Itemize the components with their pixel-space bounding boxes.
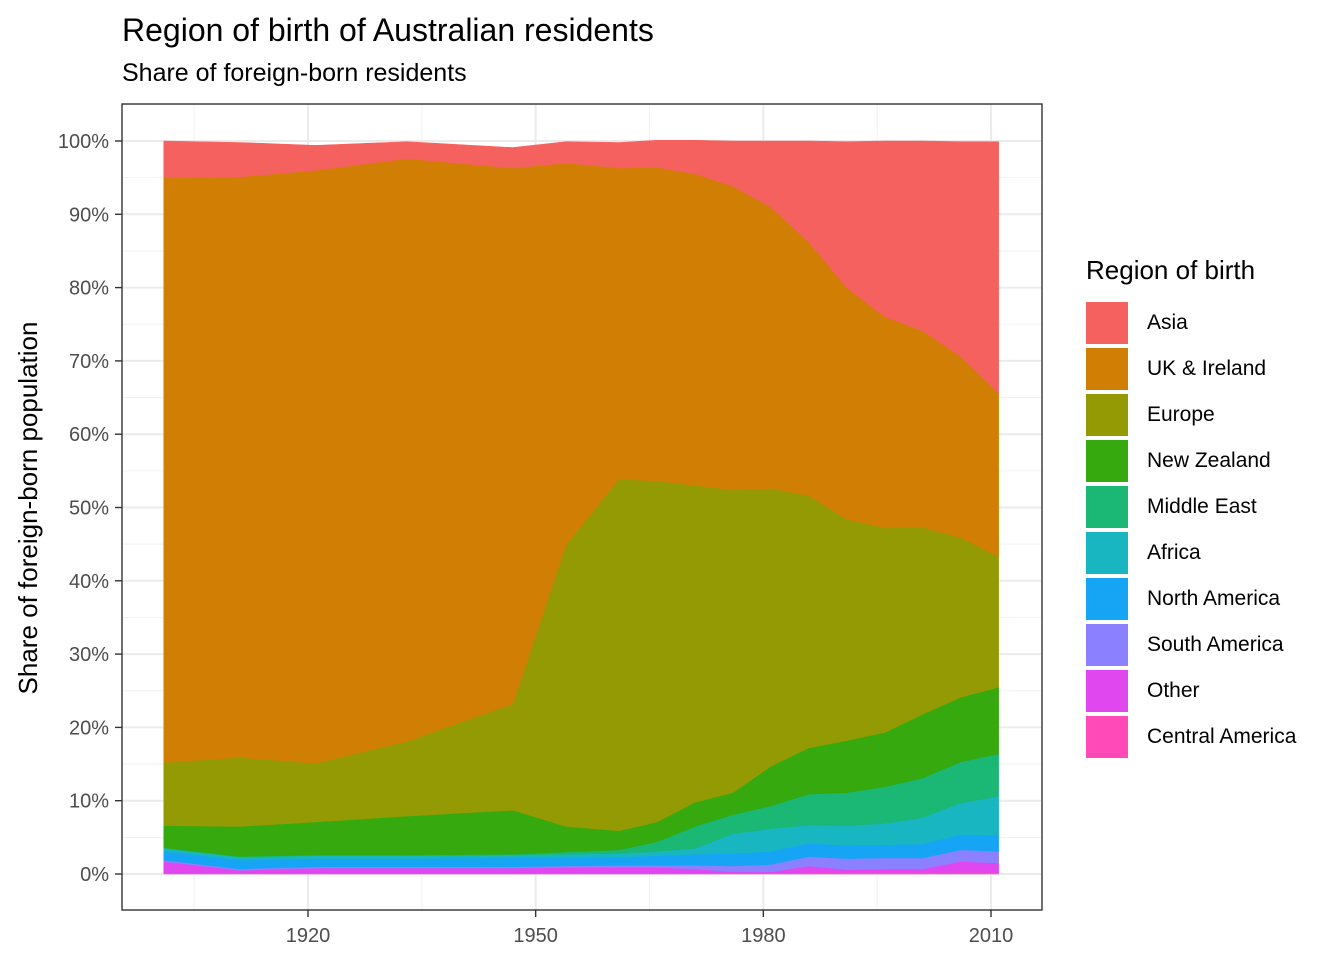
y-tick-label: 100% [58, 131, 109, 153]
y-tick-label: 70% [69, 351, 109, 373]
legend-key-new-zealand [1086, 440, 1128, 482]
y-tick-label: 60% [69, 424, 109, 446]
y-tick-label: 20% [69, 717, 109, 739]
legend-key-africa [1086, 532, 1128, 574]
axes: 0% 10% 20% 30% 40% 50% 60% 70% 80% 90% 100% 1920 195… [58, 103, 1043, 947]
x-tick-label: 1950 [513, 925, 558, 947]
legend-label: UK & Ireland [1147, 357, 1267, 380]
area-asia [163, 140, 999, 394]
x-tick-label: 1920 [286, 925, 331, 947]
legend-key-asia [1086, 302, 1128, 344]
legend-item-south-america: South America [1086, 622, 1296, 668]
legend-item-new-zealand: New Zealand [1086, 438, 1296, 484]
y-tick-label: 90% [69, 204, 109, 226]
y-tick-label: 10% [69, 791, 109, 813]
legend-label: New Zealand [1147, 449, 1271, 472]
y-tick-label: 30% [69, 644, 109, 666]
y-tick-label: 40% [69, 571, 109, 593]
legend-key-north-america [1086, 578, 1128, 620]
legend-item-asia: Asia [1086, 300, 1296, 346]
legend-key-other [1086, 670, 1128, 712]
legend-label: Asia [1147, 311, 1188, 334]
y-axis-title: Share of foreign-born population [13, 322, 43, 695]
legend-label: Africa [1147, 541, 1201, 564]
legend-label: Europe [1147, 403, 1215, 426]
legend-key-uk-ireland [1086, 348, 1128, 390]
legend-items: Asia UK & Ireland Europe New Zealand Middle … [1086, 300, 1296, 760]
legend-label: Central America [1147, 725, 1297, 748]
legend-item-middle-east: Middle East [1086, 484, 1296, 530]
legend-item-central-america: Central America [1086, 714, 1296, 760]
y-tick-label: 80% [69, 278, 109, 300]
legend-item-africa: Africa [1086, 530, 1296, 576]
y-tick-label: 0% [80, 864, 109, 886]
legend-key-middle-east [1086, 486, 1128, 528]
x-tick-label: 1980 [741, 925, 786, 947]
legend-key-central-america [1086, 716, 1128, 758]
x-tick-label: 2010 [969, 925, 1014, 947]
chart-title: Region of birth of Australian residents [122, 12, 654, 48]
legend-item-europe: Europe [1086, 392, 1296, 438]
legend-label: North America [1147, 587, 1281, 610]
chart-subtitle: Share of foreign-born residents [122, 59, 467, 87]
y-tick-label: 50% [69, 498, 109, 520]
legend-item-uk-ireland: UK & Ireland [1086, 346, 1296, 392]
legend-item-other: Other [1086, 668, 1296, 714]
legend-label: Middle East [1147, 495, 1257, 518]
legend: Region of birth Asia UK & Ireland Europe Ne… [1086, 252, 1296, 760]
legend-title: Region of birth [1086, 255, 1256, 285]
legend-label: South America [1147, 633, 1284, 656]
legend-item-north-america: North America [1086, 576, 1296, 622]
legend-key-europe [1086, 394, 1128, 436]
legend-label: Other [1147, 679, 1200, 702]
stacked-areas [163, 140, 999, 875]
legend-key-south-america [1086, 624, 1128, 666]
